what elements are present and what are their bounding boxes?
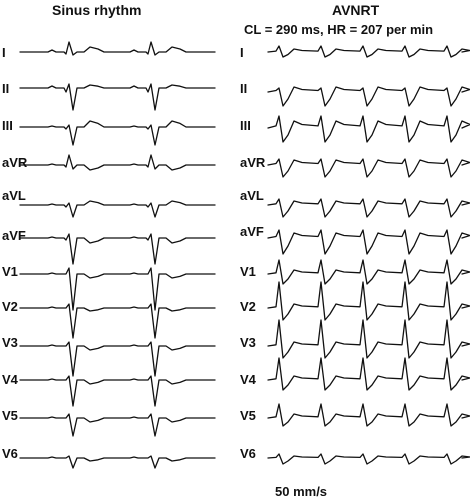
right-lead-label-III: III bbox=[240, 118, 251, 133]
right-panel: AVNRT CL = 290 ms, HR = 207 per min I II… bbox=[240, 2, 470, 465]
left-lead-label-aVL: aVL bbox=[2, 188, 26, 203]
right-trace-aVF bbox=[267, 229, 470, 255]
left-panel-title: Sinus rhythm bbox=[52, 2, 141, 18]
right-lead-label-aVR: aVR bbox=[240, 155, 266, 170]
left-lead-label-V6: V6 bbox=[2, 446, 18, 461]
right-lead-label-V2: V2 bbox=[240, 299, 256, 314]
right-trace-V4 bbox=[267, 357, 470, 391]
left-lead-labels: I II III aVR aVL aVF V1 V2 V3 V4 V5 V6 bbox=[2, 45, 28, 461]
left-trace-V4 bbox=[19, 375, 216, 407]
left-lead-label-III: III bbox=[2, 118, 13, 133]
left-trace-aVL bbox=[19, 200, 216, 218]
right-lead-label-II: II bbox=[240, 81, 247, 96]
right-trace-aVL bbox=[267, 198, 470, 218]
left-traces bbox=[19, 41, 216, 469]
left-trace-V1 bbox=[19, 267, 216, 311]
right-lead-label-V5: V5 bbox=[240, 408, 256, 423]
left-trace-V3 bbox=[19, 341, 216, 377]
right-lead-label-aVL: aVL bbox=[240, 188, 264, 203]
right-panel-subtitle: CL = 290 ms, HR = 207 per min bbox=[244, 22, 433, 37]
left-trace-aVR bbox=[19, 154, 216, 171]
right-trace-V1 bbox=[267, 259, 470, 285]
right-trace-II bbox=[267, 86, 470, 107]
left-lead-label-I: I bbox=[2, 45, 6, 60]
right-lead-label-aVF: aVF bbox=[240, 224, 264, 239]
left-lead-label-V2: V2 bbox=[2, 299, 18, 314]
right-panel-title: AVNRT bbox=[332, 2, 380, 18]
right-lead-label-V3: V3 bbox=[240, 335, 256, 350]
right-lead-label-I: I bbox=[240, 45, 244, 60]
left-lead-label-II: II bbox=[2, 81, 9, 96]
paper-speed-label: 50 mm/s bbox=[275, 484, 327, 499]
left-trace-II bbox=[19, 83, 216, 111]
left-lead-label-V3: V3 bbox=[2, 335, 18, 350]
right-trace-V5 bbox=[267, 403, 470, 427]
right-trace-I bbox=[267, 45, 470, 58]
left-trace-aVF bbox=[19, 233, 216, 265]
left-panel: Sinus rhythm I II III aVR aVL aVF V1 V2 … bbox=[2, 2, 216, 469]
left-lead-label-aVR: aVR bbox=[2, 155, 28, 170]
left-trace-I bbox=[19, 41, 216, 56]
left-trace-V6 bbox=[19, 455, 216, 469]
right-lead-label-V6: V6 bbox=[240, 446, 256, 461]
left-lead-label-aVF: aVF bbox=[2, 228, 26, 243]
left-trace-III bbox=[19, 120, 216, 146]
left-lead-label-V5: V5 bbox=[2, 408, 18, 423]
left-trace-V5 bbox=[19, 413, 216, 437]
right-trace-V2 bbox=[267, 281, 470, 321]
right-trace-V3 bbox=[267, 319, 470, 359]
right-traces bbox=[267, 45, 470, 465]
right-trace-V6 bbox=[267, 453, 470, 465]
right-lead-labels: I II III aVR aVL aVF V1 V2 V3 V4 V5 V6 bbox=[240, 45, 266, 461]
left-lead-label-V4: V4 bbox=[2, 372, 19, 387]
right-trace-aVR bbox=[267, 158, 470, 178]
left-trace-V2 bbox=[19, 303, 216, 339]
left-lead-label-V1: V1 bbox=[2, 264, 18, 279]
right-lead-label-V1: V1 bbox=[240, 264, 256, 279]
right-trace-III bbox=[267, 115, 470, 143]
right-lead-label-V4: V4 bbox=[240, 372, 257, 387]
